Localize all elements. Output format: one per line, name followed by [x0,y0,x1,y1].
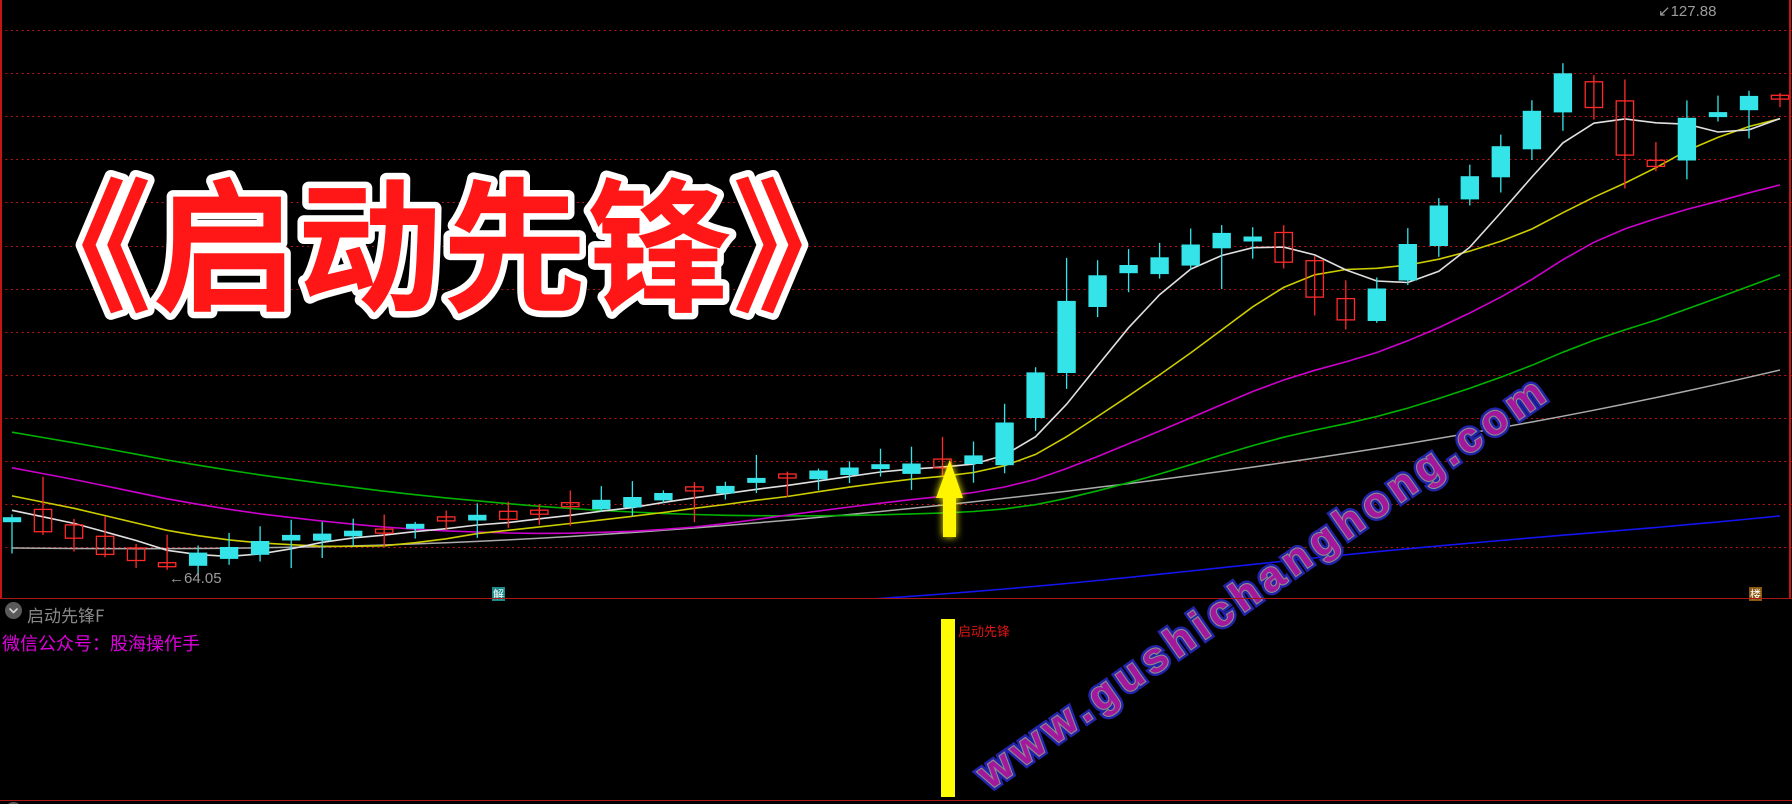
svg-text:《启动先锋》: 《启动先锋》 [7,132,877,342]
svg-text:www.gushichanghong.com: www.gushichanghong.com [967,365,1558,798]
svg-text:www.gushichanghong.com: www.gushichanghong.com [967,365,1558,798]
